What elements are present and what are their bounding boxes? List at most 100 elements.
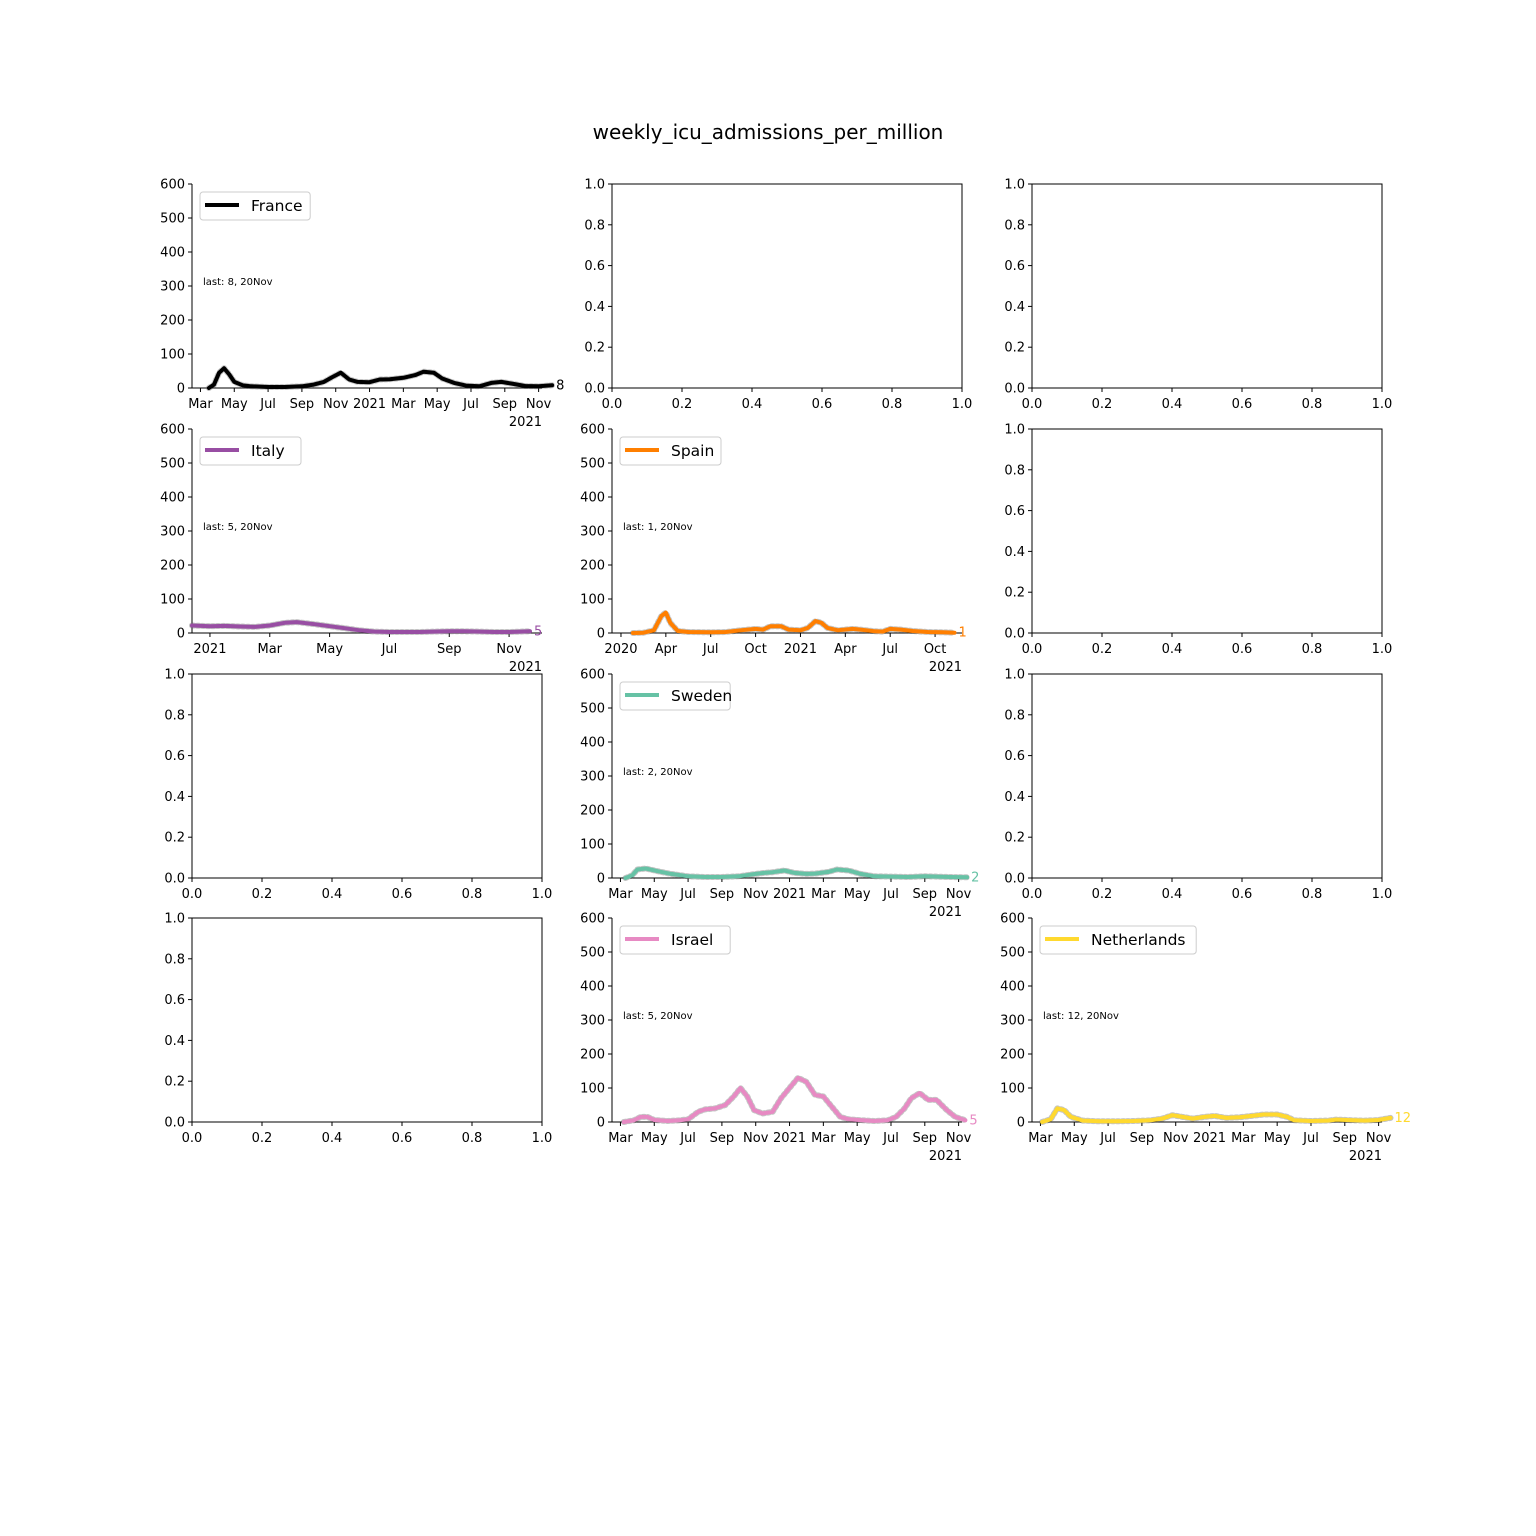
data-point bbox=[387, 630, 391, 634]
data-point bbox=[1069, 1115, 1073, 1119]
data-point bbox=[462, 629, 466, 633]
x-tick-label: 0.6 bbox=[1232, 887, 1253, 902]
x-tick-label: Sep bbox=[493, 397, 518, 412]
x-tick-label: 0.0 bbox=[602, 397, 623, 412]
y-tick-label: 600 bbox=[580, 668, 605, 683]
y-tick-label: 200 bbox=[1000, 1048, 1025, 1063]
y-tick-label: 200 bbox=[580, 1048, 605, 1063]
x-tick-label: May bbox=[1264, 1131, 1291, 1146]
data-point bbox=[754, 627, 758, 631]
data-point bbox=[696, 1110, 700, 1114]
x-tick-label: 0.8 bbox=[1302, 642, 1323, 657]
axes-frame bbox=[191, 673, 543, 879]
data-point bbox=[464, 384, 468, 388]
data-point bbox=[873, 629, 877, 633]
x-tick-label: Oct bbox=[744, 642, 766, 657]
data-point bbox=[709, 630, 713, 634]
data-point bbox=[1191, 1117, 1195, 1121]
data-point bbox=[639, 1115, 643, 1119]
data-point bbox=[720, 875, 724, 879]
y-tick-label: 200 bbox=[580, 804, 605, 819]
data-point bbox=[367, 380, 372, 384]
data-point bbox=[266, 385, 270, 389]
data-point bbox=[644, 866, 648, 871]
data-point bbox=[889, 875, 893, 879]
data-point bbox=[804, 872, 809, 876]
data-point bbox=[632, 1118, 636, 1122]
x-axis-offset-label: 2021 bbox=[929, 905, 962, 920]
data-point bbox=[754, 872, 758, 876]
data-point bbox=[851, 627, 855, 631]
data-point bbox=[686, 630, 690, 634]
data-point bbox=[1170, 1113, 1174, 1117]
x-tick-label: 0.0 bbox=[1022, 397, 1043, 412]
legend-box bbox=[619, 436, 722, 466]
data-point bbox=[787, 1086, 792, 1090]
data-point bbox=[207, 386, 211, 390]
data-point bbox=[328, 624, 332, 628]
x-tick-label: May bbox=[424, 397, 451, 412]
data-point bbox=[253, 625, 257, 629]
y-tick-label: 400 bbox=[1000, 980, 1025, 995]
data-point bbox=[813, 872, 817, 876]
x-axis-offset-label: 2021 bbox=[1349, 1149, 1382, 1164]
data-point bbox=[847, 868, 851, 873]
data-point bbox=[881, 630, 885, 634]
data-point bbox=[963, 1118, 968, 1122]
data-point bbox=[804, 1080, 809, 1084]
data-point bbox=[836, 628, 840, 632]
data-point bbox=[499, 380, 503, 384]
x-tick-label: Sep bbox=[1333, 1131, 1358, 1146]
x-tick-label: 0.8 bbox=[882, 397, 903, 412]
x-tick-label: Jul bbox=[259, 397, 276, 412]
data-point bbox=[761, 628, 765, 632]
last-value-label: 8 bbox=[556, 378, 564, 393]
y-tick-label: 0 bbox=[177, 382, 185, 397]
axes-frame bbox=[1031, 183, 1383, 389]
x-tick-label: Nov bbox=[946, 887, 972, 902]
y-tick-label: 100 bbox=[580, 593, 605, 608]
y-tick-label: 500 bbox=[1000, 946, 1025, 961]
x-tick-label: 0.6 bbox=[1232, 397, 1253, 412]
y-tick-label: 0.2 bbox=[164, 831, 185, 846]
data-point bbox=[909, 1096, 913, 1100]
data-point bbox=[372, 630, 377, 634]
x-tick-label: 0.0 bbox=[182, 887, 203, 902]
data-point bbox=[886, 1118, 890, 1122]
y-tick-label: 0.0 bbox=[1004, 872, 1025, 887]
y-tick-label: 0.8 bbox=[1004, 708, 1025, 723]
data-point bbox=[771, 870, 775, 874]
y-tick-label: 600 bbox=[160, 178, 185, 193]
data-point bbox=[238, 624, 242, 629]
data-point bbox=[1098, 1119, 1102, 1123]
x-tick-label: 0.8 bbox=[1302, 887, 1323, 902]
data-point bbox=[906, 875, 910, 879]
panel-empty-9: 0.0 0.2 0.4 0.6 0.8 1.0 0.0 0.2 0.4 0.6 0.8 1.0 bbox=[164, 668, 552, 903]
y-tick-label: 0.0 bbox=[164, 872, 185, 887]
x-tick-label: May bbox=[641, 1131, 668, 1146]
data-point bbox=[322, 380, 326, 384]
panel-italy: 0 100 200 300 400 500 600 2021 Mar May Jul Sep Nov 20… bbox=[160, 423, 542, 676]
data-point bbox=[417, 630, 421, 634]
data-point bbox=[669, 872, 673, 876]
y-tick-label: 0.4 bbox=[1004, 300, 1025, 315]
legend-label: Italy bbox=[251, 442, 285, 460]
data-point bbox=[835, 867, 839, 872]
y-tick-label: 0.6 bbox=[164, 749, 185, 764]
data-point bbox=[268, 623, 272, 628]
series-line bbox=[623, 866, 970, 880]
y-tick-label: 100 bbox=[580, 1082, 605, 1097]
data-point bbox=[330, 375, 334, 379]
x-tick-label: Mar bbox=[1028, 1131, 1053, 1146]
x-tick-label: 0.2 bbox=[252, 887, 273, 902]
data-point bbox=[630, 873, 634, 877]
y-tick-label: 400 bbox=[580, 736, 605, 751]
x-tick-label: 1.0 bbox=[952, 397, 973, 412]
x-tick-label: 0.6 bbox=[392, 1131, 413, 1146]
data-point bbox=[786, 628, 791, 632]
x-tick-label: 0.0 bbox=[182, 1131, 203, 1146]
x-tick-label: 0.8 bbox=[1302, 397, 1323, 412]
panel-spain: 0 100 200 300 400 500 600 2020 Apr Jul Oct 2021 Apr J… bbox=[580, 423, 967, 676]
data-point bbox=[388, 377, 392, 381]
data-point bbox=[447, 629, 451, 633]
